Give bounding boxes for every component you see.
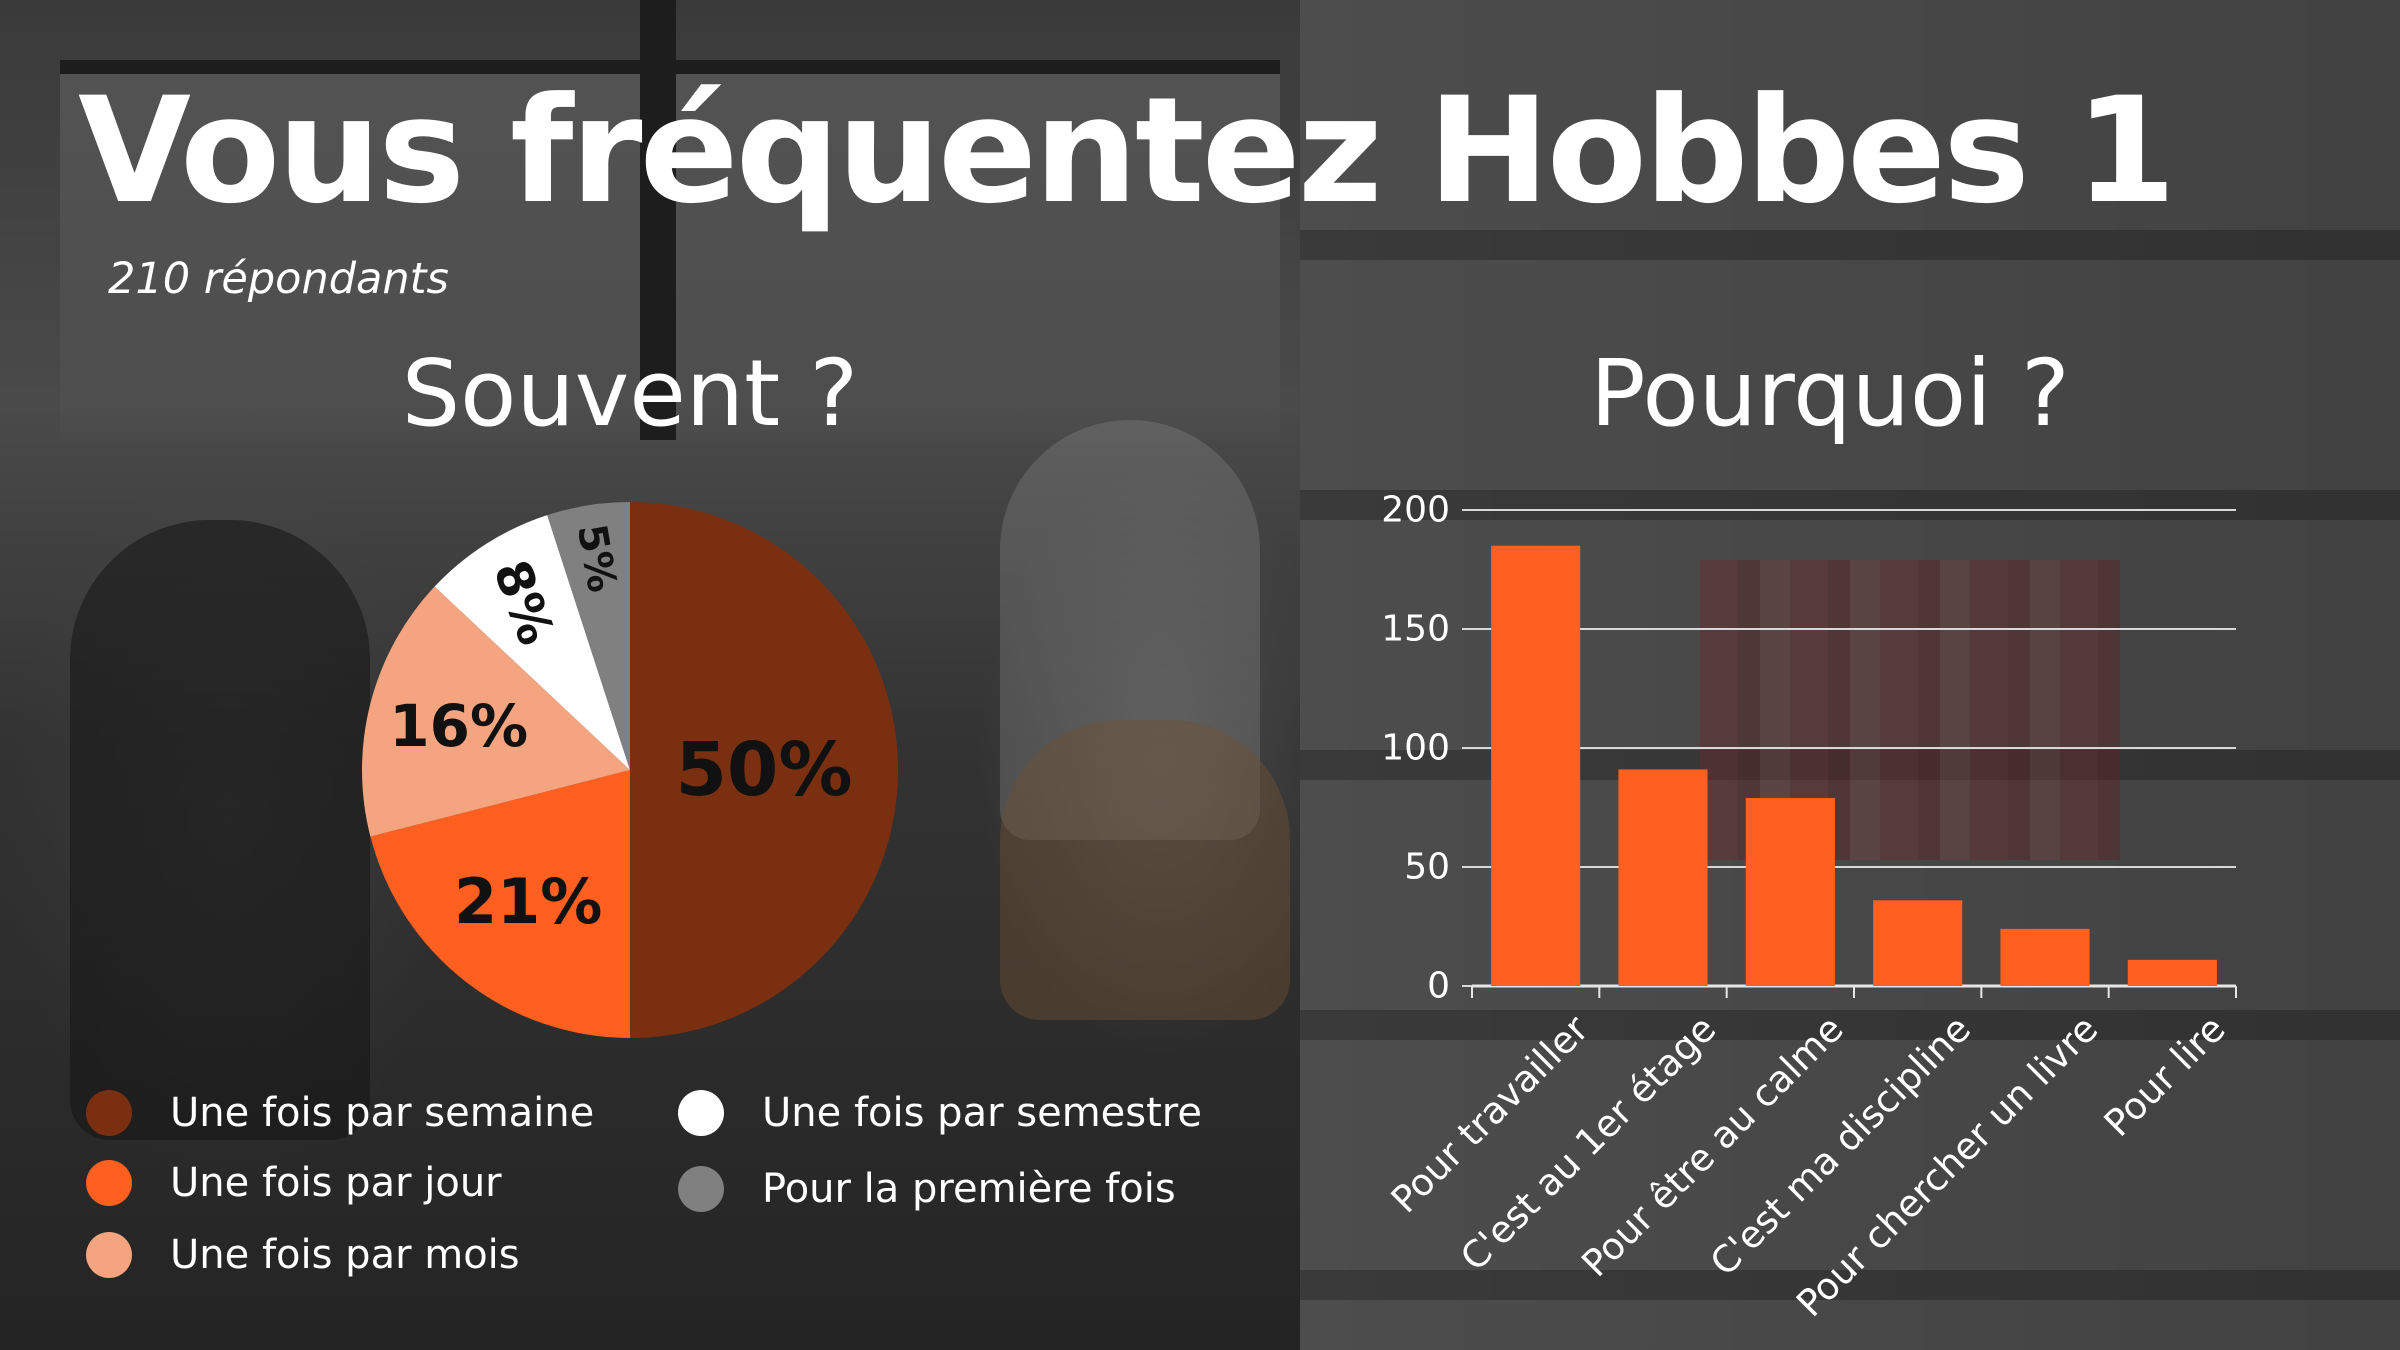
legend-item: Pour la première fois — [678, 1166, 1176, 1212]
page-title: Vous fréquentez Hobbes 1 — [78, 66, 2176, 236]
legend-swatch — [678, 1166, 724, 1212]
x-tick-label: C'est au 1er étage — [1452, 1007, 1724, 1279]
window-frame — [60, 60, 1280, 74]
legend-item: Une fois par jour — [86, 1160, 502, 1206]
bar — [1491, 545, 1581, 986]
pie-slice — [547, 502, 630, 770]
pie-slice — [630, 502, 898, 1038]
legend-label: Une fois par semaine — [170, 1090, 595, 1136]
legend-swatch — [86, 1090, 132, 1136]
legend-swatch — [86, 1160, 132, 1206]
y-tick-label: 50 — [1404, 847, 1450, 888]
legend-item: Une fois par mois — [86, 1232, 520, 1278]
legend-label: Pour la première fois — [762, 1166, 1176, 1212]
y-tick-label: 200 — [1381, 490, 1450, 531]
bookshelf-photo — [1300, 0, 2400, 1350]
pie-data-label: 21% — [454, 865, 602, 938]
y-tick-label: 150 — [1381, 609, 1450, 650]
pie-slice — [362, 586, 630, 837]
person-silhouette — [70, 520, 370, 1140]
legend-swatch — [86, 1232, 132, 1278]
bar — [2000, 928, 2090, 986]
legend-label: Une fois par mois — [170, 1232, 520, 1278]
legend-label: Une fois par semestre — [762, 1090, 1202, 1136]
pie-slice — [370, 770, 630, 1038]
pie-data-label: 50% — [675, 727, 852, 813]
chair-silhouette — [1000, 720, 1290, 1020]
y-tick-label: 0 — [1427, 966, 1450, 1007]
respondent-count: 210 répondants — [108, 254, 449, 304]
legend-item: Une fois par semestre — [678, 1090, 1202, 1136]
bar-chart-title: Pourquoi ? — [1590, 340, 2070, 447]
pie-chart-title: Souvent ? — [401, 340, 859, 447]
legend-item: Une fois par semaine — [86, 1090, 594, 1136]
legend-label: Une fois par jour — [170, 1160, 502, 1206]
bar — [2127, 959, 2217, 986]
pie-data-label: 16% — [389, 692, 528, 760]
bar — [1745, 797, 1835, 986]
bar — [1873, 900, 1963, 986]
x-tick-label: Pour lire — [2096, 1007, 2234, 1145]
frequency-pie-chart: 50%21%16%8% 5% — [362, 502, 898, 1038]
pie-slice — [434, 515, 630, 770]
y-tick-label: 100 — [1381, 728, 1450, 769]
legend-swatch — [678, 1090, 724, 1136]
bar — [1618, 769, 1708, 986]
person-silhouette — [1000, 420, 1260, 840]
